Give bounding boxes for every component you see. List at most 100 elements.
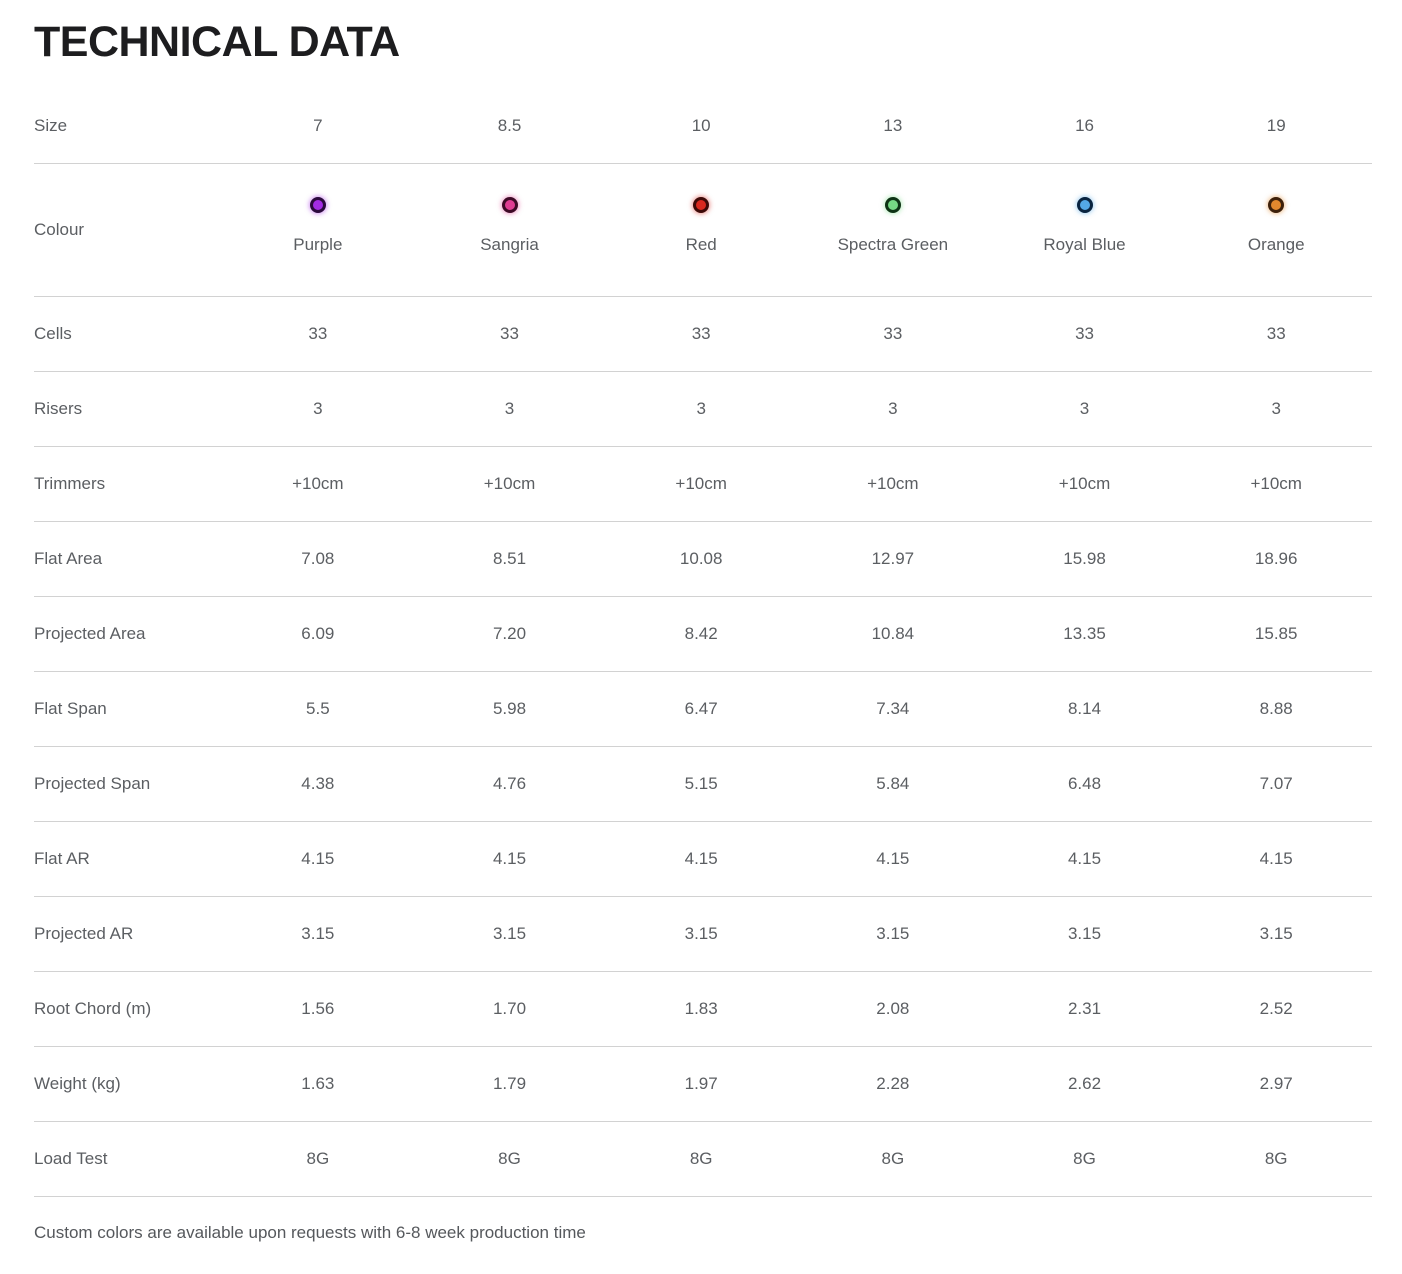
value-cell: 2.97 [1259,1074,1293,1094]
colour-swatch-icon [1268,197,1285,214]
value-cell: 33 [691,324,711,344]
colour-swatch-icon [693,197,710,214]
value-cell: 7.34 [876,699,910,719]
value-cell: 1.97 [684,1074,718,1094]
colour-swatch-icon [884,197,901,214]
value-cell: 2.62 [1067,1074,1102,1094]
colour-name: Spectra Green [837,235,949,255]
value-cell: 3 [696,399,706,419]
row-label: Cells [34,324,72,344]
value-cell: 4.15 [301,849,335,869]
page-title: TECHNICAL DATA [34,18,400,66]
value-cell: 4.15 [492,849,527,869]
value-cell: 8.88 [1259,699,1293,719]
colour-swatch-icon [309,197,326,214]
value-cell: 1.63 [301,1074,335,1094]
value-cell: 4.38 [301,774,335,794]
colour-name: Purple [293,235,343,255]
row-label: Weight (kg) [34,1074,121,1094]
value-cell: 7.08 [301,549,335,569]
value-cell: 3.15 [684,924,718,944]
value-cell: 15.85 [1254,624,1298,644]
custom-colors-note: Custom colors are available upon request… [34,1223,586,1243]
value-cell: 8.5 [497,116,522,136]
value-cell: 19 [1266,116,1286,136]
value-cell: 3 [504,399,515,419]
value-cell: 4.15 [1259,849,1293,869]
table-row-flat-span: Flat Span 5.5 5.98 6.47 7.34 8.14 8.88 [34,672,1372,748]
value-cell: 8G [881,1149,905,1169]
value-cell: 1.83 [684,999,718,1019]
spec-table: Size 7 8.5 10 13 16 19 Colour Purple Sangria Red Sp… [34,89,1372,1198]
value-cell: 3.15 [1067,924,1102,944]
value-cell: 3 [313,399,323,419]
value-cell: 4.76 [492,774,527,794]
colour-swatch-group: Orange [1180,197,1372,255]
table-row-cells: Cells 33 33 33 33 33 33 [34,297,1372,373]
row-label: Load Test [34,1149,108,1169]
value-cell: +10cm [675,474,727,494]
value-cell: +10cm [292,474,344,494]
value-cell: 1.79 [492,1074,527,1094]
colour-name: Royal Blue [1043,235,1126,255]
value-cell: 33 [308,324,328,344]
row-label: Projected Span [34,774,151,794]
value-cell: +10cm [867,474,919,494]
value-cell: 18.96 [1254,549,1298,569]
value-cell: 4.15 [1067,849,1102,869]
value-cell: 8G [1264,1149,1288,1169]
value-cell: 33 [1075,324,1094,344]
value-cell: 4.15 [876,849,910,869]
colour-cell-red: Red [605,197,797,259]
value-cell: 5.84 [876,774,910,794]
colour-swatch-icon [1076,197,1093,214]
value-cell: 3.15 [492,924,527,944]
table-row-colour: Colour Purple Sangria Red Spectra Green Royal… [34,164,1372,298]
value-cell: 3 [1271,399,1281,419]
value-cell: 4.15 [684,849,718,869]
row-label: Flat AR [34,849,90,869]
value-cell: 6.09 [301,624,335,644]
value-cell: 3 [888,399,898,419]
row-label: Size [34,116,68,136]
colour-cell-orange: Orange [1180,197,1372,259]
table-row-flat-ar: Flat AR 4.15 4.15 4.15 4.15 4.15 4.15 [34,822,1372,898]
value-cell: 3.15 [301,924,335,944]
value-cell: 8G [1073,1149,1096,1169]
table-row-risers: Risers 3 3 3 3 3 3 [34,372,1372,448]
colour-name: Red [685,235,717,255]
row-label: Trimmers [34,474,106,494]
value-cell: 6.47 [684,699,718,719]
value-cell: 3 [1079,399,1090,419]
colour-name: Orange [1247,235,1305,255]
table-row-size: Size 7 8.5 10 13 16 19 [34,89,1372,165]
value-cell: 5.98 [492,699,527,719]
value-cell: 8.42 [684,624,718,644]
row-label: Projected Area [34,624,146,644]
value-cell: 7 [313,116,323,136]
row-label: Root Chord (m) [34,999,152,1019]
value-cell: 2.52 [1259,999,1293,1019]
value-cell: 15.98 [1063,549,1106,569]
table-row-trimmers: Trimmers +10cm +10cm +10cm +10cm +10cm +10cm [34,447,1372,523]
table-row-root-chord-m: Root Chord (m) 1.56 1.70 1.83 2.08 2.31 2.52 [34,972,1372,1048]
value-cell: 8G [689,1149,713,1169]
value-cell: 8G [498,1149,521,1169]
value-cell: 2.28 [876,1074,910,1094]
value-cell: 2.31 [1067,999,1102,1019]
colour-swatch-group: Spectra Green [797,197,989,255]
table-row-weight-kg: Weight (kg) 1.63 1.79 1.97 2.28 2.62 2.97 [34,1047,1372,1123]
colour-name: Sangria [480,235,539,255]
row-label: Projected AR [34,924,134,944]
value-cell: 1.70 [492,999,527,1019]
table-row-projected-ar: Projected AR 3.15 3.15 3.15 3.15 3.15 3.15 [34,897,1372,973]
value-cell: 5.5 [306,699,330,719]
row-label: Risers [34,399,83,419]
value-cell: 12.97 [871,549,915,569]
row-label: Colour [34,220,85,240]
value-cell: 16 [1075,116,1094,136]
value-cell: 8G [306,1149,330,1169]
value-cell: 3.15 [1259,924,1293,944]
table-row-flat-area: Flat Area 7.08 8.51 10.08 12.97 15.98 18.96 [34,522,1372,598]
